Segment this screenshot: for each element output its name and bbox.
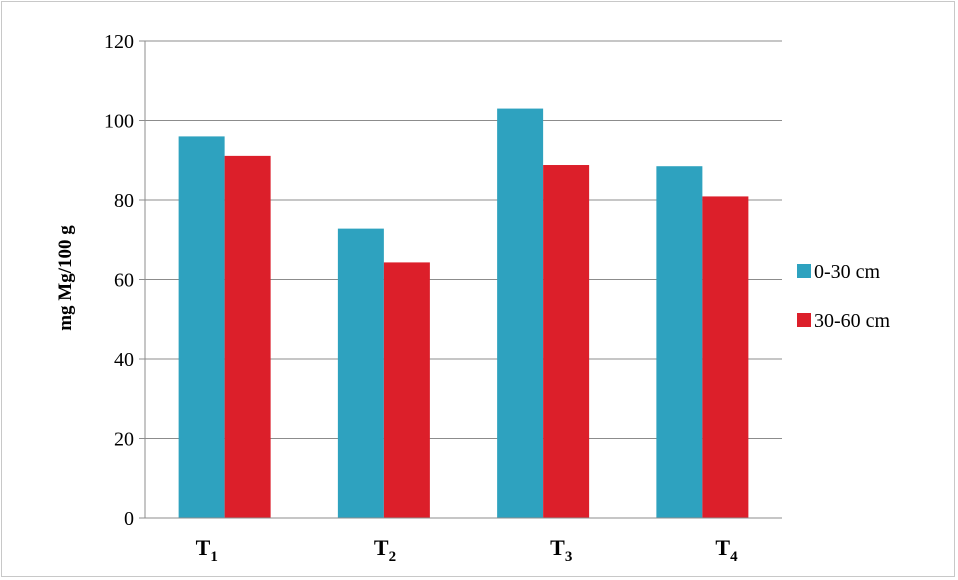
y-tick-label: 80 — [114, 190, 134, 212]
bar-series1 — [337, 228, 384, 518]
bars — [178, 108, 749, 519]
y-tick-label: 120 — [104, 31, 134, 53]
bar-series2 — [702, 196, 749, 519]
legend: 0-30 cm 30-60 cm — [797, 261, 891, 332]
y-tick-label: 0 — [124, 508, 134, 530]
legend-swatch — [797, 313, 811, 327]
y-axis-title: mg Mg/100 g — [55, 225, 76, 331]
legend-label: 0-30 cm — [814, 261, 881, 283]
y-tick-label: 40 — [114, 349, 134, 371]
x-tick-label: T1 — [196, 535, 218, 565]
x-tick-label: T2 — [374, 535, 396, 565]
x-tick-label: T3 — [550, 535, 572, 565]
y-tick-labels: 0 20 40 60 80 100 120 — [104, 31, 134, 530]
bar-series2 — [383, 262, 430, 518]
x-tick-label: T4 — [715, 535, 738, 565]
y-tick-label: 20 — [114, 429, 134, 451]
y-tick-label: 60 — [114, 270, 134, 292]
bar-series2 — [543, 165, 590, 518]
axes — [139, 40, 782, 519]
bar-series1 — [656, 166, 703, 518]
legend-swatch — [797, 264, 811, 278]
legend-label: 30-60 cm — [814, 310, 891, 332]
bar-series1 — [497, 108, 544, 518]
bar-series1 — [178, 136, 225, 518]
x-tick-labels: T1 T2 T3 T4 — [196, 535, 738, 565]
y-tick-label: 100 — [104, 111, 134, 133]
bar-series2 — [224, 155, 271, 518]
